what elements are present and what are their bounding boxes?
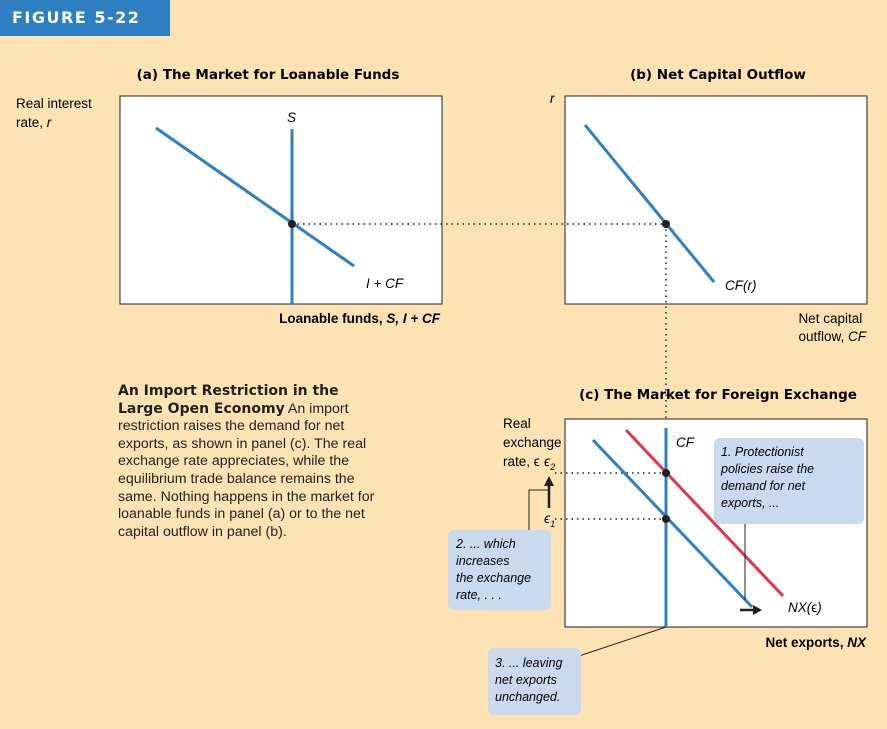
- panel-c-y-label: Real exchange rate, ϵ: [503, 416, 565, 469]
- panel-c-eps2-label: ϵ2: [544, 453, 555, 472]
- panel-a-y-label: Real interest rate, r: [16, 96, 96, 130]
- panel-c-new-equilibrium: [662, 469, 670, 477]
- panel-a-x-label: Loanable funds, S, I + CF: [279, 311, 441, 326]
- figure-label: FIGURE 5-22: [0, 0, 170, 36]
- panel-c-old-equilibrium: [662, 515, 670, 523]
- figure-caption: An Import Restriction in the Large Open …: [118, 383, 383, 541]
- panel-a-demand-curve: [155, 126, 355, 268]
- panel-c-title: (c) The Market for Foreign Exchange: [579, 387, 857, 403]
- svg-text:3. ... leaving net expor: 3. ... leaving net exports unchanged.: [495, 656, 566, 704]
- panel-c-cf-label: CF: [676, 435, 695, 450]
- panel-a-demand-label: I + CF: [366, 276, 404, 291]
- panel-c-x-label: Net exports, NX: [765, 635, 867, 650]
- panel-b-x-label: Net capital outflow, CF: [798, 311, 866, 344]
- panel-c-eps1-label: ϵ1: [544, 510, 555, 529]
- svg-text:2. ... which increases: 2. ... which increases the exchange rate…: [455, 537, 535, 602]
- new-nx-curve: [624, 428, 785, 598]
- callout-3: 3. ... leaving net exports unchanged.: [488, 626, 667, 715]
- panel-a-plot: [119, 95, 443, 305]
- panel-a-y-label-line1: Real interest: [16, 96, 92, 111]
- panel-b-cf-curve: [583, 124, 716, 283]
- svg-text:1. Protectionist policie: 1. Protectionist policies raise the dema…: [720, 445, 818, 510]
- old-nx-curve: [591, 438, 754, 609]
- panel-c-nx-label: NX(ϵ): [788, 600, 822, 615]
- panel-b-cf-label: CF(r): [725, 278, 756, 293]
- caption-title: An Import Restriction in the Large Open …: [118, 383, 339, 417]
- panel-b-title: (b) Net Capital Outflow: [630, 67, 806, 83]
- caption-body: An import restriction raises the demand …: [118, 400, 375, 540]
- rise-arrow: [544, 476, 554, 508]
- panel-b-plot: [564, 95, 868, 305]
- callout-2: 2. ... which increases the exchange rate…: [448, 489, 551, 610]
- callout-1: 1. Protectionist policies raise the dema…: [714, 438, 864, 600]
- panel-a-title: (a) The Market for Loanable Funds: [137, 67, 400, 83]
- shift-arrow: [740, 605, 762, 615]
- panel-a-supply-label: S: [287, 110, 296, 125]
- panel-b-y-label: r: [550, 91, 555, 106]
- panel-a-y-label-line2: rate, r: [16, 115, 52, 130]
- panel-a: (a) The Market for Loanable Funds Real i…: [16, 67, 443, 326]
- panel-b: (b) Net Capital Outflow r CF(r) Net capi…: [550, 67, 868, 344]
